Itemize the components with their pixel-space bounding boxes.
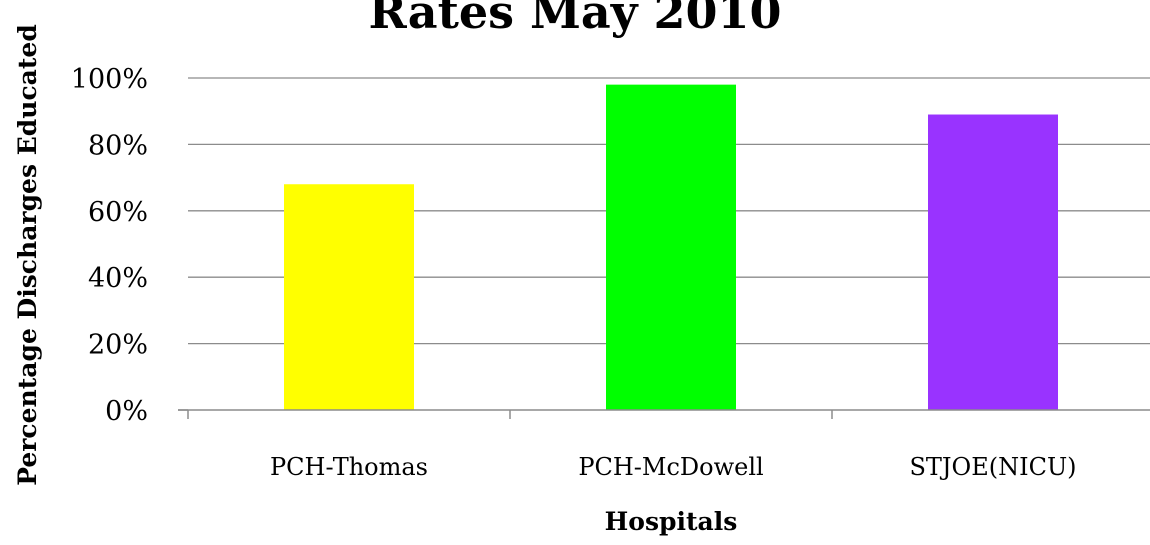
x-category-labels: PCH-Thomas PCH-McDowell STJOE(NICU)	[270, 453, 1077, 481]
y-tick-label: 60%	[88, 197, 148, 228]
y-tick-label: 40%	[88, 263, 148, 294]
axes	[178, 409, 1150, 419]
y-tick-label: 0%	[105, 396, 148, 427]
chart-title: Rates May 2010	[368, 0, 781, 39]
bar	[284, 184, 414, 410]
bar	[606, 84, 736, 410]
x-category-label: PCH-Thomas	[270, 453, 428, 481]
x-category-label: STJOE(NICU)	[909, 453, 1076, 481]
bars	[284, 84, 1058, 411]
y-tick-label: 100%	[71, 64, 148, 95]
x-category-label: PCH-McDowell	[578, 453, 763, 481]
x-axis-title: Hospitals	[605, 507, 738, 536]
y-tick-labels: 0% 20% 40% 60% 80% 100%	[71, 64, 148, 427]
y-tick-label: 20%	[88, 330, 148, 361]
bar	[928, 114, 1058, 411]
y-axis-title: Percentage Discharges Educated	[13, 24, 42, 486]
y-tick-label: 80%	[88, 130, 148, 161]
